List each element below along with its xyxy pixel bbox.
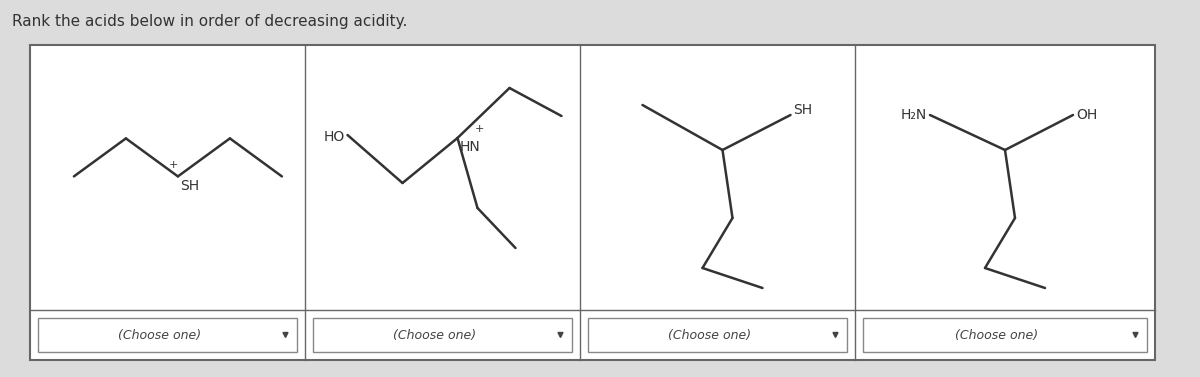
Text: (Choose one): (Choose one)	[668, 328, 751, 342]
Polygon shape	[1133, 333, 1138, 337]
Bar	[30, 45, 1154, 360]
Text: +: +	[169, 160, 179, 170]
Text: (Choose one): (Choose one)	[392, 328, 476, 342]
Text: SH: SH	[793, 103, 812, 117]
Text: H₂N: H₂N	[901, 108, 928, 122]
Text: HO: HO	[323, 130, 344, 144]
Text: (Choose one): (Choose one)	[118, 328, 202, 342]
Bar	[588, 318, 847, 352]
Polygon shape	[558, 333, 563, 337]
Text: SH: SH	[180, 179, 199, 193]
Text: (Choose one): (Choose one)	[955, 328, 1038, 342]
Bar	[38, 318, 298, 352]
Text: +: +	[475, 124, 484, 134]
Bar	[313, 318, 572, 352]
Bar	[863, 318, 1147, 352]
Polygon shape	[283, 333, 288, 337]
Text: Rank the acids below in order of decreasing acidity.: Rank the acids below in order of decreas…	[12, 14, 407, 29]
Text: OH: OH	[1076, 108, 1097, 122]
Text: HN: HN	[460, 140, 480, 154]
Polygon shape	[833, 333, 838, 337]
